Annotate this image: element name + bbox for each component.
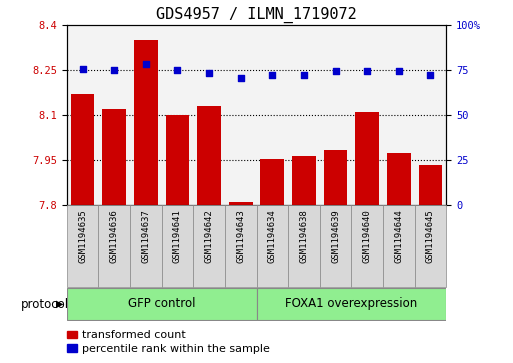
Bar [67,289,256,319]
Bar [67,205,98,287]
Point [331,68,340,74]
Point [205,70,213,76]
Text: GSM1194644: GSM1194644 [394,209,403,263]
Bar [98,205,130,287]
Text: GSM1194640: GSM1194640 [363,209,372,263]
Bar [324,150,347,205]
Point [426,72,435,78]
Text: ▶: ▶ [56,299,64,309]
Bar [229,202,252,205]
Text: GFP control: GFP control [128,297,195,310]
Bar [288,25,320,205]
Text: GSM1194639: GSM1194639 [331,209,340,263]
Text: GSM1194641: GSM1194641 [173,209,182,263]
Bar [351,25,383,205]
Bar [415,205,446,287]
Point [268,72,277,78]
Bar [356,112,379,205]
Bar [67,25,98,205]
Text: GSM1194638: GSM1194638 [300,209,308,263]
Bar [98,25,130,205]
Bar [225,205,256,287]
Bar [292,156,316,205]
Point [236,75,245,81]
Text: protocol: protocol [21,298,69,310]
Bar [288,205,320,287]
Bar [162,25,193,205]
Bar [193,25,225,205]
Bar [256,289,446,319]
Bar [387,153,411,205]
Point [363,68,371,74]
Bar [415,25,446,205]
Bar [320,25,351,205]
Point [394,68,403,74]
Bar [256,25,288,205]
Text: GSM1194645: GSM1194645 [426,209,435,263]
Legend: transformed count, percentile rank within the sample: transformed count, percentile rank withi… [67,330,269,354]
Bar [162,205,193,287]
Text: FOXA1 overexpression: FOXA1 overexpression [285,297,418,310]
Bar [134,40,157,205]
Bar [419,165,442,205]
Bar [351,205,383,287]
Bar [256,205,288,287]
Bar [166,115,189,205]
Bar [130,205,162,287]
Text: GSM1194637: GSM1194637 [141,209,150,263]
Bar [193,205,225,287]
Text: GSM1194643: GSM1194643 [236,209,245,263]
Bar [197,106,221,205]
Bar [130,25,162,205]
Bar [261,159,284,205]
Text: GSM1194635: GSM1194635 [78,209,87,263]
Point [142,61,150,67]
Title: GDS4957 / ILMN_1719072: GDS4957 / ILMN_1719072 [156,7,357,23]
Bar [71,94,94,205]
Bar [225,25,256,205]
Text: GSM1194642: GSM1194642 [205,209,213,263]
Point [173,68,182,73]
Point [78,66,87,72]
Point [300,72,308,78]
Point [110,68,118,73]
Bar [102,109,126,205]
Text: GSM1194636: GSM1194636 [110,209,119,263]
Bar [383,205,415,287]
Bar [320,205,351,287]
Bar [383,25,415,205]
Text: GSM1194634: GSM1194634 [268,209,277,263]
